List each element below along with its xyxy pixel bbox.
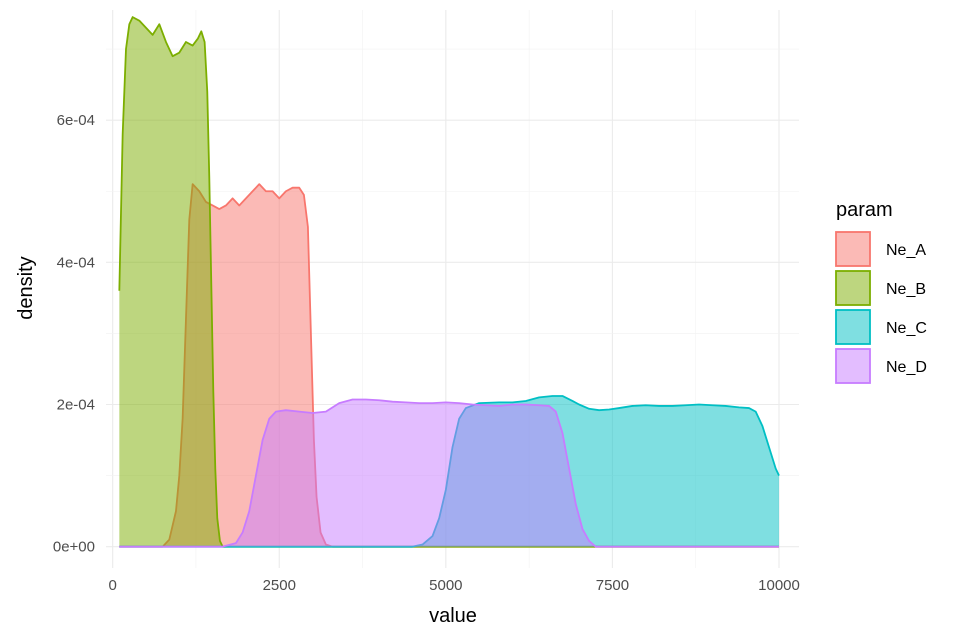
y-tick-label: 4e-04 xyxy=(57,254,95,271)
x-axis-ticks: 0 2500 5000 7500 10000 xyxy=(108,577,799,594)
legend-label-ne-c: Ne_C xyxy=(886,320,927,337)
x-tick-label: 0 xyxy=(108,577,116,594)
legend-label-ne-d: Ne_D xyxy=(886,359,927,376)
legend-label-ne-a: Ne_A xyxy=(886,242,926,259)
density-area-ne-b xyxy=(119,17,780,547)
density-area-ne-d xyxy=(119,399,780,547)
legend-label-ne-b: Ne_B xyxy=(886,281,926,298)
x-axis-title: value xyxy=(429,605,477,627)
legend-key-ne-a xyxy=(835,231,871,267)
legend-title: param xyxy=(836,199,893,221)
legend: param Ne_A Ne_B Ne_C Ne_D xyxy=(835,199,927,384)
x-tick-label: 2500 xyxy=(263,577,296,594)
y-tick-label: 2e-04 xyxy=(57,397,95,414)
legend-key-ne-b xyxy=(835,270,871,306)
density-line-ne-d xyxy=(119,398,780,548)
y-axis-ticks: 0e+00 2e-04 4e-04 6e-04 xyxy=(53,112,95,555)
density-line-ne-b xyxy=(118,16,780,548)
legend-key-ne-d xyxy=(835,348,871,384)
x-tick-label: 5000 xyxy=(429,577,462,594)
x-tick-label: 10000 xyxy=(758,577,800,594)
legend-key-ne-c xyxy=(835,309,871,345)
y-axis-title: density xyxy=(15,256,37,319)
x-tick-label: 7500 xyxy=(596,577,629,594)
y-tick-label: 6e-04 xyxy=(57,112,95,129)
y-tick-label: 0e+00 xyxy=(53,539,95,556)
density-areas xyxy=(118,16,780,548)
